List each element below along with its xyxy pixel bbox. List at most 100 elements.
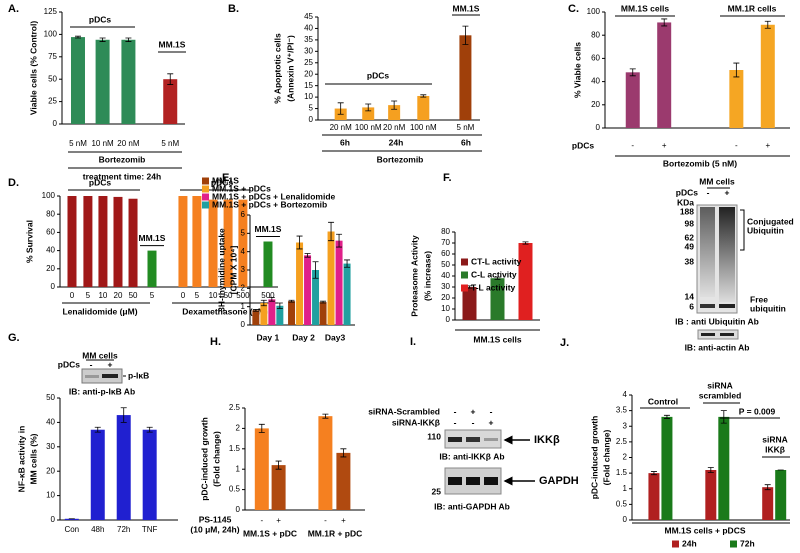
pikb-blot	[81, 359, 126, 384]
error-bar	[252, 309, 259, 312]
panel-label: E.	[222, 172, 232, 184]
bar	[263, 241, 273, 287]
bar	[343, 263, 351, 325]
y-axis-label: [CPM X 10⁴]	[228, 246, 238, 295]
annotation: pDCs	[89, 177, 111, 187]
panel-label: J.	[560, 337, 569, 349]
bar	[121, 39, 136, 124]
x-tick-label: +	[341, 516, 346, 525]
y-tick-label: 20	[304, 69, 313, 78]
error-bar	[337, 102, 344, 115]
bar	[657, 22, 672, 128]
bar	[760, 24, 775, 128]
x-tick-label: 20 nM	[117, 139, 140, 148]
legend-swatch	[461, 284, 468, 292]
error-bar	[276, 302, 283, 309]
y-tick-label: 2	[236, 424, 241, 433]
x-tick-label: -	[735, 141, 738, 150]
y-tick-label: 10	[441, 304, 450, 313]
bar	[762, 487, 774, 520]
y-tick-label: 125	[44, 7, 58, 16]
annotation: Bortezomib (5 nM)	[663, 158, 737, 168]
y-tick-label: 0	[51, 282, 56, 291]
y-tick-label: 25	[48, 97, 57, 106]
x-tick-label: TNF	[142, 525, 158, 534]
y-tick-label: 10	[304, 92, 313, 101]
error-bar	[94, 426, 101, 433]
blot-label: ubiquitin	[750, 303, 786, 313]
x-tick-label: 100 nM	[410, 123, 437, 132]
blot-label: -	[90, 359, 93, 369]
bar	[113, 196, 123, 287]
legend-label: MM.1S + pDCs + Bortezomib	[212, 199, 327, 209]
y-tick-label: 30	[46, 442, 55, 451]
annotation: MM.1S cells + pDCS	[664, 525, 745, 535]
y-tick-label: 1.5	[229, 444, 241, 453]
legend-label: 72h	[740, 538, 755, 548]
y-tick-label: 25	[304, 58, 313, 67]
x-tick-label: +	[765, 141, 770, 150]
y-tick-label: 2	[623, 453, 628, 462]
error-bar	[720, 410, 727, 424]
y-tick-label: 35	[304, 35, 313, 44]
y-tick-label: 0.5	[616, 499, 628, 508]
bar	[335, 240, 343, 325]
axis	[317, 17, 480, 121]
error-bar	[328, 221, 335, 242]
y-tick-label: 50	[46, 393, 55, 402]
y-tick-label: 50	[48, 74, 57, 83]
error-bar	[74, 35, 81, 39]
annotation: Dexamethasone (nM)	[182, 306, 268, 316]
error-bar	[420, 94, 427, 98]
y-tick-label: 50	[441, 260, 450, 269]
error-bar	[340, 448, 347, 458]
blot-label: IB: anti-GAPDH Ab	[434, 501, 510, 511]
bar	[163, 79, 178, 124]
y-tick-label: 4	[623, 390, 628, 399]
legend-swatch	[202, 193, 209, 201]
ikk-blot	[444, 429, 535, 495]
blot-label: -	[454, 417, 457, 427]
bar	[462, 287, 477, 320]
blot-label: -	[707, 187, 710, 197]
y-tick-label: 80	[441, 227, 450, 236]
x-tick-label: 20	[114, 291, 123, 300]
y-tick-label: 40	[304, 24, 313, 33]
error-bar	[661, 18, 668, 27]
blot-label: GAPDH	[539, 475, 579, 487]
legend-swatch	[672, 540, 679, 548]
bar	[705, 470, 717, 520]
x-tick-label: 5	[195, 291, 200, 300]
x-tick-label: 100 nM	[355, 123, 382, 132]
annotation: 6h	[461, 137, 471, 147]
blot-label: 49	[685, 241, 695, 251]
error-bar	[288, 299, 295, 303]
error-bar	[764, 484, 771, 491]
y-tick-label: 2.5	[229, 403, 241, 412]
error-bar	[522, 241, 529, 245]
legend-label: MM.1S	[212, 175, 239, 185]
bar	[304, 255, 312, 325]
y-tick-label: 1	[236, 464, 241, 473]
bar	[625, 72, 640, 128]
error-bar	[494, 276, 501, 280]
panel-label: G.	[8, 332, 20, 344]
bar	[312, 270, 320, 325]
y-tick-label: 2	[241, 283, 246, 292]
annotation: MM.1S cells	[621, 3, 669, 13]
bar	[147, 250, 157, 287]
bar	[116, 415, 131, 520]
bar	[70, 37, 85, 125]
bar	[128, 198, 138, 287]
error-bar	[344, 259, 351, 268]
x-tick-label: 5 nM	[161, 139, 179, 148]
annotation: Bortezomib	[377, 154, 424, 164]
y-tick-label: 30	[304, 46, 313, 55]
bar	[296, 242, 304, 325]
y-tick-label: 40	[591, 77, 600, 86]
error-bar	[733, 62, 740, 78]
bar	[327, 231, 335, 325]
legend-label: CT-L activity	[471, 256, 522, 266]
bar	[336, 452, 351, 510]
annotation: MM.1S	[139, 233, 166, 243]
